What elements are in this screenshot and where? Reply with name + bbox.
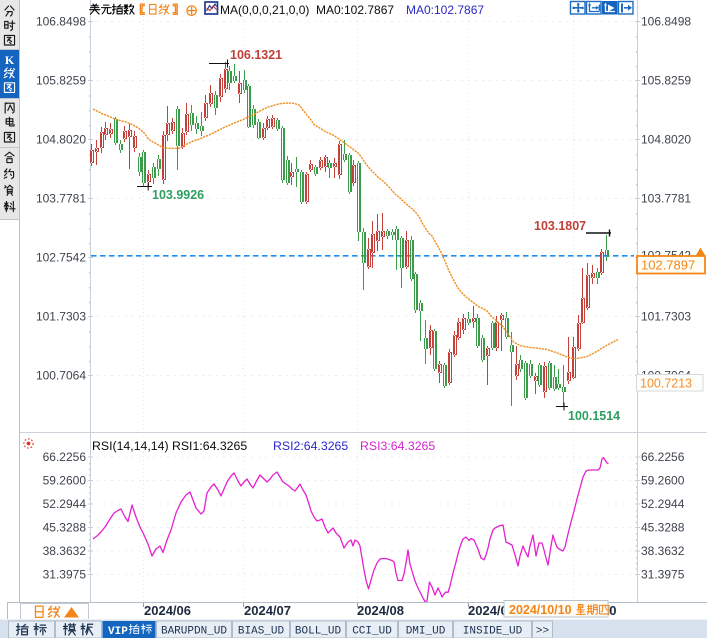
svg-text:66.2256: 66.2256 xyxy=(43,450,87,464)
svg-text:2024/07: 2024/07 xyxy=(244,603,291,618)
svg-text:101.7303: 101.7303 xyxy=(641,310,691,324)
svg-text:BARUPDN_UD: BARUPDN_UD xyxy=(161,626,227,638)
svg-text:103.7781: 103.7781 xyxy=(641,192,691,206)
svg-text:MA0:102.7867: MA0:102.7867 xyxy=(316,3,394,17)
svg-text:103.7781: 103.7781 xyxy=(36,192,86,206)
svg-text:K: K xyxy=(5,53,15,67)
svg-text:103.1807: 103.1807 xyxy=(534,219,586,233)
svg-text:100.1514: 100.1514 xyxy=(568,409,620,423)
svg-text:102.7542: 102.7542 xyxy=(36,251,86,265)
svg-text:38.3632: 38.3632 xyxy=(641,544,685,558)
svg-text:RSI3:64.3265: RSI3:64.3265 xyxy=(360,439,435,453)
svg-text:RSI(14,14,14) RSI1:64.3265: RSI(14,14,14) RSI1:64.3265 xyxy=(92,439,247,453)
svg-text:102.7897: 102.7897 xyxy=(641,258,695,273)
svg-text:104.8020: 104.8020 xyxy=(641,133,691,147)
svg-text:>>: >> xyxy=(536,626,549,638)
svg-text:100.7064: 100.7064 xyxy=(36,369,86,383)
svg-text:106.1321: 106.1321 xyxy=(230,48,282,62)
svg-text:100.7213: 100.7213 xyxy=(640,377,692,391)
svg-text:106.8498: 106.8498 xyxy=(36,15,86,29)
svg-text:DMI_UD: DMI_UD xyxy=(406,626,446,638)
svg-text:105.8259: 105.8259 xyxy=(36,74,86,88)
svg-text:2024/08: 2024/08 xyxy=(357,603,404,618)
svg-text:52.2944: 52.2944 xyxy=(641,497,685,511)
svg-text:104.8020: 104.8020 xyxy=(36,133,86,147)
svg-text:66.2256: 66.2256 xyxy=(641,450,685,464)
svg-text:MA0:102.7867: MA0:102.7867 xyxy=(406,3,484,17)
svg-text:52.2944: 52.2944 xyxy=(43,497,87,511)
svg-text:BOLL_UD: BOLL_UD xyxy=(295,626,342,638)
svg-text:103.9926: 103.9926 xyxy=(152,188,204,202)
svg-text:VIP: VIP xyxy=(108,626,128,638)
svg-text:45.3288: 45.3288 xyxy=(641,521,685,535)
svg-text:31.3975: 31.3975 xyxy=(641,568,685,582)
svg-text:RSI2:64.3265: RSI2:64.3265 xyxy=(273,439,348,453)
svg-text:45.3288: 45.3288 xyxy=(43,521,87,535)
svg-text:CCI_UD: CCI_UD xyxy=(352,626,392,638)
svg-text:59.2600: 59.2600 xyxy=(43,474,87,488)
svg-text:2024/06: 2024/06 xyxy=(144,603,191,618)
svg-text:BIAS_UD: BIAS_UD xyxy=(238,626,285,638)
svg-text:101.7303: 101.7303 xyxy=(36,310,86,324)
svg-text:2024/10/10: 2024/10/10 xyxy=(509,603,572,617)
svg-text:INSIDE_UD: INSIDE_UD xyxy=(463,626,523,638)
svg-text:MA(0,0,0,21,0,0): MA(0,0,0,21,0,0) xyxy=(220,3,309,17)
svg-text:59.2600: 59.2600 xyxy=(641,474,685,488)
svg-text:31.3975: 31.3975 xyxy=(43,568,87,582)
svg-text:106.8498: 106.8498 xyxy=(641,15,691,29)
svg-text:2024/09: 2024/09 xyxy=(468,603,515,618)
svg-text:38.3632: 38.3632 xyxy=(43,544,87,558)
svg-text:105.8259: 105.8259 xyxy=(641,74,691,88)
